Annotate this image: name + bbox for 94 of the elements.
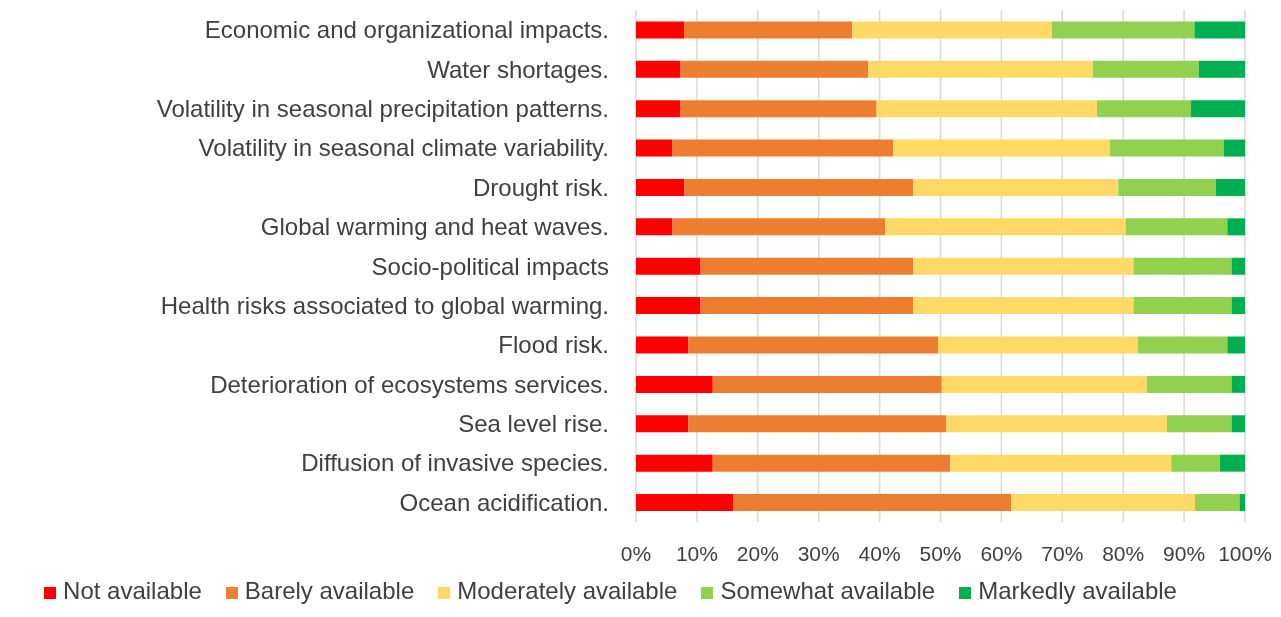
x-tick-label: 70% xyxy=(1041,541,1084,565)
bar xyxy=(1190,100,1245,118)
bar xyxy=(1195,494,1240,512)
bar xyxy=(941,375,1147,393)
bar xyxy=(636,454,713,472)
bar xyxy=(1133,257,1232,275)
bar xyxy=(636,257,701,275)
bar xyxy=(636,297,701,315)
bar xyxy=(636,100,681,118)
bar xyxy=(712,454,951,472)
bar xyxy=(700,257,914,275)
bar xyxy=(688,415,946,433)
bar xyxy=(1133,297,1232,315)
bar xyxy=(1198,60,1245,78)
bar xyxy=(680,60,869,78)
bar xyxy=(700,297,914,315)
bar xyxy=(1223,139,1245,157)
bar xyxy=(876,100,1098,118)
bar xyxy=(1220,454,1245,472)
y-tick-label: Volatility in seasonal climate variability. xyxy=(198,134,609,162)
x-tick-label: 10% xyxy=(675,541,718,565)
bar xyxy=(636,21,685,39)
bar xyxy=(945,415,1168,433)
bar xyxy=(1097,100,1191,118)
bar xyxy=(1215,178,1245,196)
bar xyxy=(1239,494,1245,512)
y-tick-label: Economic and organizational impacts. xyxy=(204,16,609,44)
y-tick-label: Socio-political impacts xyxy=(371,252,609,280)
bar xyxy=(680,100,877,118)
bar xyxy=(1231,415,1245,433)
bar xyxy=(938,336,1138,354)
legend-label: Markedly available xyxy=(978,577,1177,604)
bar xyxy=(885,218,1126,236)
legend-label: Barely available xyxy=(244,577,415,604)
bar xyxy=(913,178,1119,196)
y-tick-label: Diffusion of invasive species. xyxy=(301,449,609,477)
bar xyxy=(636,415,689,433)
x-tick-label: 100% xyxy=(1218,541,1272,565)
bar xyxy=(672,218,886,236)
bar xyxy=(1092,60,1199,78)
bar xyxy=(1146,375,1232,393)
bar xyxy=(950,454,1172,472)
x-tick-label: 50% xyxy=(919,541,962,565)
bar xyxy=(712,375,942,393)
y-tick-label: Global warming and heat waves. xyxy=(260,213,609,241)
bar xyxy=(893,139,1110,157)
bar xyxy=(1011,494,1196,512)
legend-label: Not available xyxy=(63,577,202,604)
bar xyxy=(1125,218,1228,236)
bar xyxy=(1231,375,1245,393)
bar xyxy=(733,494,1012,512)
bar xyxy=(913,297,1134,315)
y-tick-label: Ocean acidification. xyxy=(399,488,609,516)
bar xyxy=(636,336,689,354)
y-tick-label: Flood risk. xyxy=(498,331,609,359)
bar xyxy=(1171,454,1221,472)
bar xyxy=(636,375,713,393)
bar xyxy=(1231,257,1245,275)
bar xyxy=(688,336,939,354)
bar xyxy=(1051,21,1195,39)
bar xyxy=(868,60,1093,78)
bar xyxy=(636,218,673,236)
bar xyxy=(1194,21,1245,39)
bar xyxy=(636,178,685,196)
bar xyxy=(1137,336,1228,354)
bar xyxy=(636,139,673,157)
y-tick-label: Health risks associated to global warming. xyxy=(160,291,609,319)
x-tick-label: 80% xyxy=(1102,541,1145,565)
legend-label: Moderately available xyxy=(457,577,678,604)
bar xyxy=(684,178,914,196)
y-tick-label: Deterioration of ecosystems services. xyxy=(210,370,609,398)
bar xyxy=(1109,139,1224,157)
x-tick-label: 60% xyxy=(980,541,1023,565)
bar xyxy=(1227,218,1245,236)
x-tick-label: 20% xyxy=(736,541,779,565)
x-tick-label: 40% xyxy=(858,541,901,565)
bar xyxy=(913,257,1134,275)
bar xyxy=(1231,297,1245,315)
legend-label: Somewhat available xyxy=(720,577,936,604)
x-tick-label: 0% xyxy=(620,541,652,565)
bar xyxy=(852,21,1052,39)
bar xyxy=(684,21,853,39)
bar xyxy=(672,139,893,157)
y-tick-label: Water shortages. xyxy=(427,55,609,83)
x-tick-label: 90% xyxy=(1163,541,1206,565)
y-tick-label: Volatility in seasonal precipitation patterns. xyxy=(156,94,609,122)
bar xyxy=(1118,178,1216,196)
x-tick-label: 30% xyxy=(797,541,840,565)
y-tick-label: Drought risk. xyxy=(472,173,609,201)
bar xyxy=(636,60,681,78)
bar xyxy=(1227,336,1245,354)
bar xyxy=(1167,415,1232,433)
bar xyxy=(636,494,734,512)
y-tick-label: Sea level rise. xyxy=(458,410,609,438)
